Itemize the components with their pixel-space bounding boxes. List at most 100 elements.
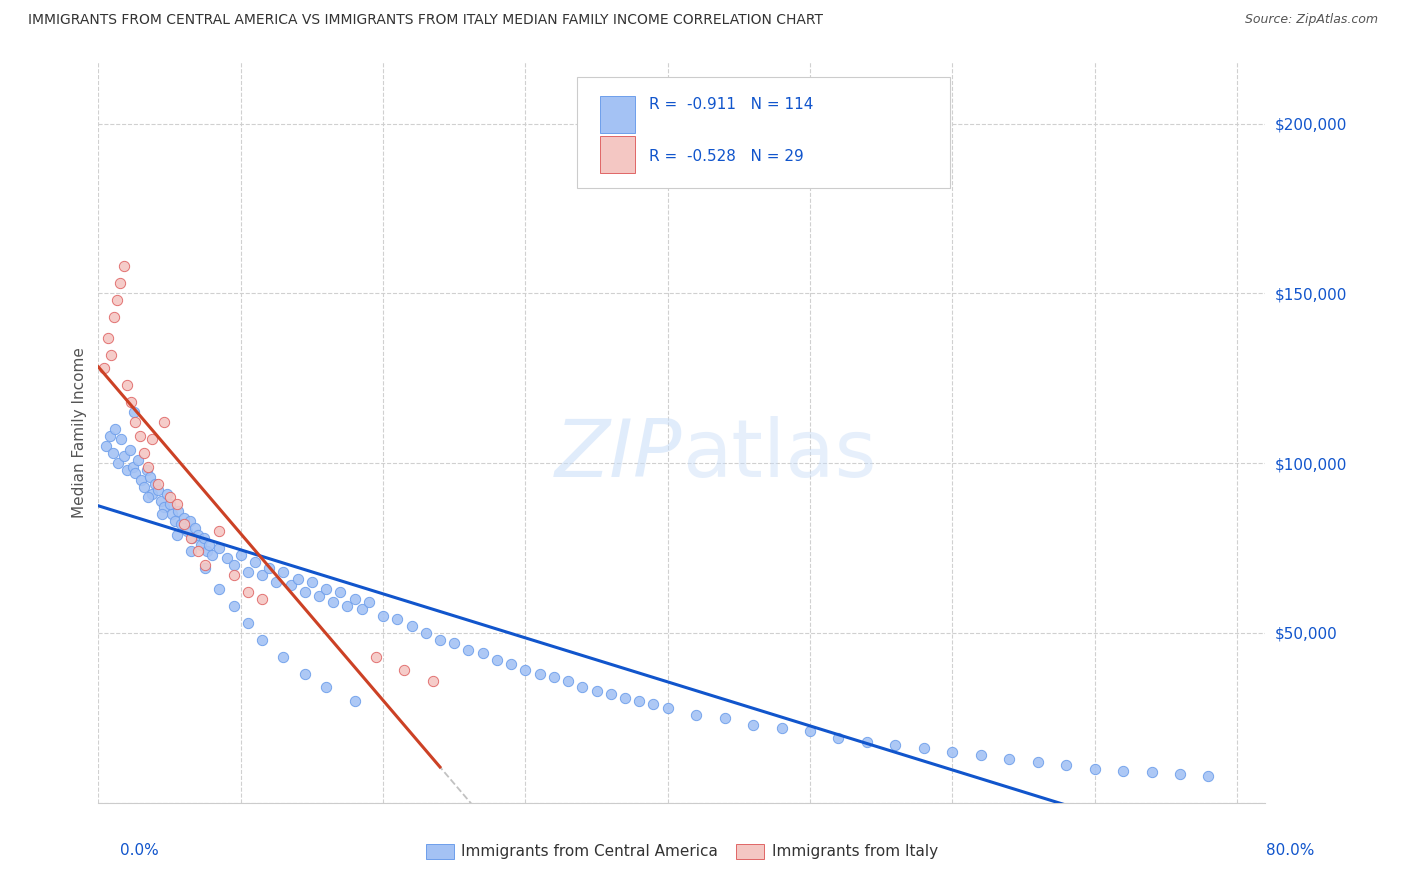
Point — [357, 595, 380, 609]
Point — [236, 615, 259, 630]
Point — [273, 649, 295, 664]
Point — [124, 467, 146, 481]
Point — [190, 538, 212, 552]
Point — [529, 666, 551, 681]
Point — [179, 514, 201, 528]
Point — [713, 711, 735, 725]
Text: R =  -0.528   N = 29: R = -0.528 N = 29 — [650, 149, 804, 164]
Point — [201, 548, 224, 562]
Point — [135, 463, 157, 477]
Text: ZIP: ZIP — [554, 416, 682, 494]
Point — [112, 259, 135, 273]
Point — [124, 416, 146, 430]
Point — [222, 599, 245, 613]
Bar — [600, 136, 636, 173]
Point — [187, 527, 209, 541]
Point — [770, 721, 793, 735]
Point — [273, 565, 295, 579]
Point — [371, 609, 394, 624]
Point — [912, 741, 935, 756]
Point — [112, 450, 135, 464]
Point — [127, 452, 149, 467]
Point — [128, 429, 150, 443]
Y-axis label: Median Family Income: Median Family Income — [72, 347, 87, 518]
Point — [129, 473, 152, 487]
Point — [236, 585, 259, 599]
Point — [1054, 758, 1077, 772]
Point — [485, 653, 508, 667]
Point — [215, 551, 238, 566]
Point — [181, 531, 204, 545]
Point — [1140, 765, 1163, 780]
Point — [173, 510, 195, 524]
Point — [166, 527, 188, 541]
Point — [141, 433, 163, 447]
FancyBboxPatch shape — [576, 78, 950, 188]
Point — [614, 690, 637, 705]
Point — [118, 442, 141, 457]
Point — [159, 490, 181, 504]
Point — [266, 575, 288, 590]
Point — [657, 700, 679, 714]
Point — [152, 507, 174, 521]
Point — [222, 558, 245, 572]
Point — [100, 347, 122, 361]
Point — [193, 531, 215, 545]
Point — [387, 612, 409, 626]
Text: 0.0%: 0.0% — [120, 843, 159, 858]
Text: Source: ZipAtlas.com: Source: ZipAtlas.com — [1244, 13, 1378, 27]
Point — [222, 568, 245, 582]
Point — [394, 664, 416, 678]
Point — [315, 681, 337, 695]
Point — [322, 595, 344, 609]
Point — [108, 276, 131, 290]
Text: R =  -0.911   N = 114: R = -0.911 N = 114 — [650, 97, 814, 112]
Point — [153, 416, 176, 430]
Point — [236, 565, 259, 579]
Point — [827, 731, 849, 746]
Point — [173, 517, 195, 532]
Point — [187, 544, 209, 558]
Point — [970, 748, 993, 763]
Point — [132, 446, 155, 460]
Point — [121, 459, 143, 474]
Point — [93, 361, 115, 376]
Point — [1026, 755, 1049, 769]
Point — [308, 589, 330, 603]
Legend: Immigrants from Central America, Immigrants from Italy: Immigrants from Central America, Immigra… — [420, 838, 943, 865]
Point — [250, 568, 273, 582]
Point — [167, 504, 190, 518]
Point — [208, 524, 231, 538]
Point — [329, 585, 352, 599]
Point — [343, 592, 366, 607]
Point — [141, 487, 163, 501]
Point — [415, 626, 437, 640]
Point — [156, 487, 179, 501]
Point — [162, 507, 184, 521]
Point — [194, 558, 217, 572]
Point — [136, 490, 159, 504]
Point — [165, 514, 187, 528]
Point — [101, 446, 124, 460]
Point — [194, 561, 217, 575]
Point — [98, 429, 121, 443]
Point — [350, 602, 373, 616]
Point — [97, 330, 120, 344]
Point — [280, 578, 302, 592]
Point — [208, 541, 231, 555]
Point — [315, 582, 337, 596]
Point — [599, 687, 621, 701]
Point — [257, 561, 280, 575]
Point — [229, 548, 252, 562]
Point — [195, 544, 218, 558]
Point — [184, 521, 207, 535]
Point — [742, 717, 765, 731]
Point — [443, 636, 465, 650]
Point — [515, 664, 537, 678]
Point — [94, 439, 117, 453]
Point — [401, 619, 423, 633]
Point — [180, 531, 202, 545]
Point — [571, 681, 593, 695]
Point — [143, 476, 166, 491]
Point — [471, 646, 494, 660]
